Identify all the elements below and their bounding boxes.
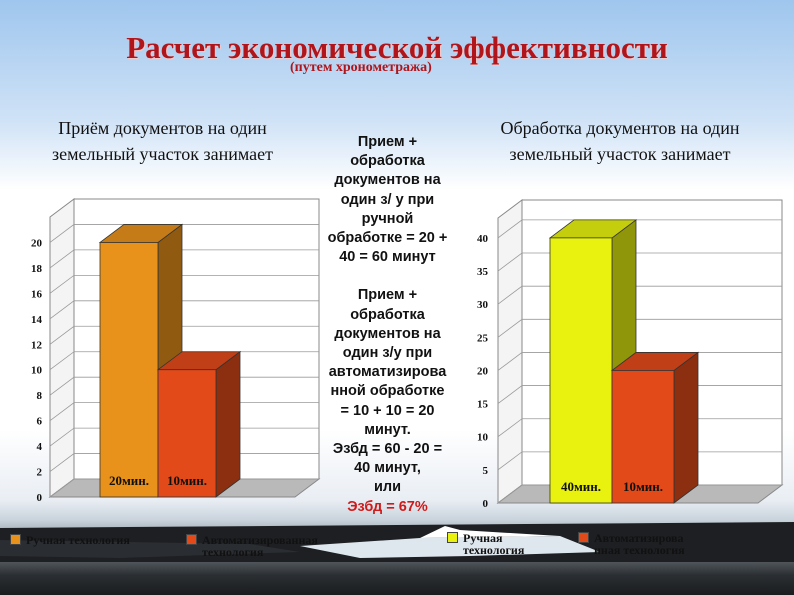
legend-label-automated-line2: технология bbox=[202, 545, 264, 559]
page-subtitle: (путем хронометража) bbox=[290, 60, 432, 75]
y-tick-label: 2 bbox=[37, 467, 43, 479]
calc-line: Прием + bbox=[357, 287, 418, 304]
legend-label-manual-right-line2: технология bbox=[463, 543, 525, 557]
calc-line: обработке = 20 + bbox=[327, 230, 448, 247]
right-heading-line1: Обработка документов на один bbox=[500, 118, 740, 138]
y-tick-label: 20 bbox=[477, 365, 489, 377]
calculation-automated: Прием + обработка документов на один з/у… bbox=[305, 286, 470, 516]
gridline bbox=[497, 285, 782, 305]
y-tick-label: 6 bbox=[37, 416, 43, 428]
legend-label-automated: Автоматизированная технология bbox=[202, 534, 318, 558]
bar bbox=[549, 237, 613, 504]
calc-line: документов на bbox=[334, 325, 441, 342]
bar bbox=[99, 242, 159, 498]
y-tick-label: 10 bbox=[31, 365, 43, 377]
calc-line: 40 = 60 минут bbox=[339, 249, 436, 266]
calc-line: документов на bbox=[334, 172, 441, 189]
left-heading-line2: земельный участок занимает bbox=[52, 144, 273, 164]
calc-line: один з/у при bbox=[342, 345, 433, 362]
legend-swatch-automated bbox=[186, 534, 197, 545]
legend-label-manual: Ручная технология bbox=[26, 533, 130, 547]
y-tick-label: 0 bbox=[483, 498, 489, 510]
y-tick-label: 30 bbox=[477, 299, 489, 311]
legend-label-manual-right-line1: Ручная bbox=[463, 531, 503, 545]
calculation-text: Прием + обработка документов на один з/ … bbox=[305, 133, 470, 517]
y-tick-label: 10 bbox=[477, 432, 489, 444]
gridline bbox=[497, 219, 782, 239]
calc-line: = 10 + 10 = 20 bbox=[340, 402, 435, 419]
legend-swatch-automated-right bbox=[578, 532, 589, 543]
bottom-band bbox=[0, 522, 794, 562]
y-tick-label: 25 bbox=[477, 332, 489, 344]
calc-line: обработка bbox=[350, 153, 425, 170]
legend-label-automated-right-line2: нная технология bbox=[594, 543, 685, 557]
y-tick-label: 15 bbox=[477, 399, 489, 411]
y-tick-label: 12 bbox=[31, 339, 43, 351]
calc-line: нной обработке bbox=[330, 383, 445, 400]
legend-label-automated-line1: Автоматизированная bbox=[202, 533, 318, 547]
calculation-manual: Прием + обработка документов на один з/ … bbox=[305, 133, 470, 267]
legend-label-automated-right: Автоматизирова нная технология bbox=[594, 532, 685, 556]
y-tick-label: 0 bbox=[37, 492, 43, 504]
y-tick-label: 16 bbox=[31, 288, 43, 300]
bar-data-label: 10мин. bbox=[623, 479, 663, 494]
left-heading: Приём документов на один земельный участ… bbox=[20, 115, 305, 167]
gridline bbox=[497, 252, 782, 272]
y-tick-label: 20 bbox=[31, 237, 43, 249]
y-tick-label: 40 bbox=[477, 233, 489, 245]
calc-line: или bbox=[373, 479, 402, 496]
legend-label-automated-right-line1: Автоматизирова bbox=[594, 531, 684, 545]
y-tick-label: 35 bbox=[477, 266, 489, 278]
y-tick-label: 14 bbox=[31, 314, 43, 326]
right-heading-line2: земельный участок занимает bbox=[509, 144, 731, 164]
gridline bbox=[49, 325, 319, 345]
calc-line: обработка bbox=[350, 306, 425, 323]
bar bbox=[611, 370, 675, 504]
bar-data-label: 10мин. bbox=[167, 473, 207, 488]
y-tick-label: 4 bbox=[37, 441, 43, 453]
bar-data-label: 40мин. bbox=[561, 479, 601, 494]
gridline bbox=[49, 300, 319, 320]
chart-side-wall bbox=[497, 199, 523, 504]
y-tick-label: 18 bbox=[31, 263, 43, 275]
bar-side bbox=[673, 351, 699, 504]
page-title: Расчет экономической эффективности bbox=[126, 30, 668, 65]
gridline bbox=[49, 224, 319, 243]
left-heading-line1: Приём документов на один bbox=[58, 118, 267, 138]
chart-side-wall bbox=[49, 198, 75, 498]
calc-line: 40 минут, bbox=[354, 460, 421, 477]
calc-line: Эзбд = 60 - 20 = bbox=[332, 441, 443, 458]
gridline bbox=[49, 274, 319, 294]
calc-line: Прием + bbox=[357, 134, 418, 150]
calc-line: автоматизирова bbox=[328, 364, 447, 381]
bar bbox=[157, 369, 217, 498]
calc-line: минут. bbox=[364, 421, 411, 438]
y-tick-label: 8 bbox=[37, 390, 43, 402]
gridline bbox=[49, 249, 319, 269]
legend-swatch-manual bbox=[10, 534, 21, 545]
efficiency-percent: Эзбд = 67% bbox=[347, 498, 428, 515]
bar-data-label: 20мин. bbox=[109, 473, 149, 488]
right-bar-chart: 0 5 10 15 20 25 30 35 40 40мин. 10мин. bbox=[477, 199, 784, 510]
y-tick-label: 5 bbox=[483, 465, 489, 477]
bar-side bbox=[215, 350, 241, 498]
left-bar-chart: 0 2 4 6 8 10 12 14 16 18 20 20мин. 10мин. bbox=[31, 198, 321, 504]
legend-swatch-manual-right bbox=[447, 532, 458, 543]
calc-line: ручной bbox=[361, 210, 414, 227]
legend-label-manual-right: Ручная технология bbox=[463, 532, 524, 556]
gridline bbox=[497, 318, 782, 338]
right-heading: Обработка документов на один земельный у… bbox=[470, 115, 770, 167]
calc-line: один з/ у при bbox=[340, 191, 435, 208]
